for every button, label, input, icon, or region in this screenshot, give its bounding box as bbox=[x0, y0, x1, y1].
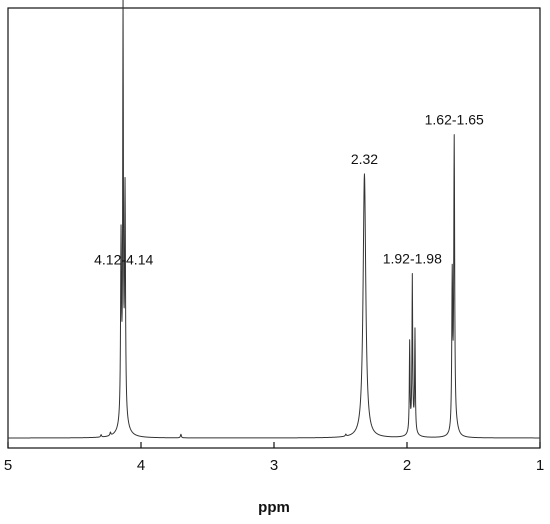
peak-annotations: 4.12-4.14 2.32 1.92-1.98 1.62-1.65 bbox=[94, 112, 484, 268]
spectrum-line bbox=[7, 0, 541, 439]
peak-label: 1.92-1.98 bbox=[383, 250, 442, 266]
x-axis-ticks bbox=[7, 442, 541, 448]
peak-label: 2.32 bbox=[351, 151, 378, 167]
x-tick-label: 5 bbox=[4, 457, 12, 474]
x-tick-label: 1 bbox=[536, 457, 544, 474]
x-axis-title: ppm bbox=[258, 499, 290, 516]
x-tick-label: 2 bbox=[403, 457, 411, 474]
x-tick-label: 3 bbox=[270, 457, 278, 474]
plot-frame bbox=[7, 7, 541, 449]
x-axis-tick-labels: 5 4 3 2 1 bbox=[4, 457, 544, 474]
peak-label: 4.12-4.14 bbox=[94, 251, 153, 267]
x-tick-label: 4 bbox=[137, 457, 145, 474]
peak-label: 1.62-1.65 bbox=[425, 112, 484, 128]
